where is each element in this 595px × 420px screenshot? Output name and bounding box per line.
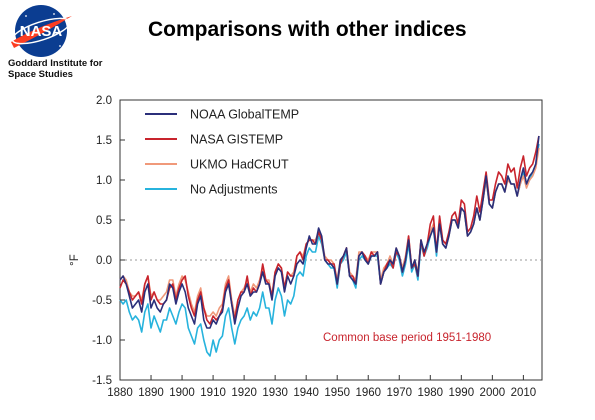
series-line-ukmo-hadcrut — [119, 147, 540, 317]
legend-label: No Adjustments — [190, 183, 278, 197]
org-line-2: Space Studies — [8, 69, 73, 80]
y-tick-label: -1.0 — [92, 335, 112, 347]
y-tick-label: 1.0 — [96, 175, 112, 187]
legend: NOAA GlobalTEMP NASA GISTEMP UKMO HadCRUT N… — [145, 108, 299, 197]
x-tick-label: 1980 — [417, 387, 443, 399]
legend-label: NASA GISTEMP — [190, 133, 283, 147]
y-tick-label: 0.0 — [96, 255, 112, 267]
x-tick-label: 1990 — [449, 387, 475, 399]
x-tick-label: 2010 — [511, 387, 537, 399]
y-tick-label: 0.5 — [96, 215, 112, 227]
x-tick-label: 1880 — [107, 387, 133, 399]
series-line-noaa-globaltemp — [119, 135, 540, 329]
x-tick-label: 1910 — [200, 387, 226, 399]
y-tick-label: 1.5 — [96, 135, 112, 147]
y-axis-label: °F — [69, 254, 81, 266]
page-title: Comparisons with other indices — [148, 18, 467, 41]
base-period-annotation: Common base period 1951-1980 — [323, 332, 491, 344]
y-tick-label: -1.5 — [92, 375, 112, 387]
x-tick-label: 2000 — [480, 387, 506, 399]
y-tick-label: -0.5 — [92, 295, 112, 307]
x-tick-label: 1960 — [355, 387, 381, 399]
series-line-no-adjustments — [119, 143, 540, 357]
x-tick-label: 1930 — [262, 387, 288, 399]
x-tick-label: 1890 — [138, 387, 164, 399]
x-tick-label: 1900 — [169, 387, 195, 399]
x-tick-label: 1920 — [231, 387, 257, 399]
x-tick-label: 1970 — [386, 387, 412, 399]
y-tick-label: 2.0 — [96, 95, 112, 107]
logo-text: NASA — [20, 23, 63, 40]
org-line-1: Goddard Institute for — [8, 58, 103, 69]
x-tick-label: 1940 — [293, 387, 319, 399]
legend-label: NOAA GlobalTEMP — [190, 108, 299, 122]
x-tick-label: 1950 — [324, 387, 350, 399]
plot-border — [119, 99, 543, 381]
series-line-nasa-gistemp — [119, 135, 540, 325]
nasa-logo: NASA — [11, 5, 72, 57]
legend-label: UKMO HadCRUT — [190, 158, 289, 172]
org-name: Goddard Institute for Space Studies — [8, 58, 102, 80]
series-layer — [119, 135, 540, 357]
